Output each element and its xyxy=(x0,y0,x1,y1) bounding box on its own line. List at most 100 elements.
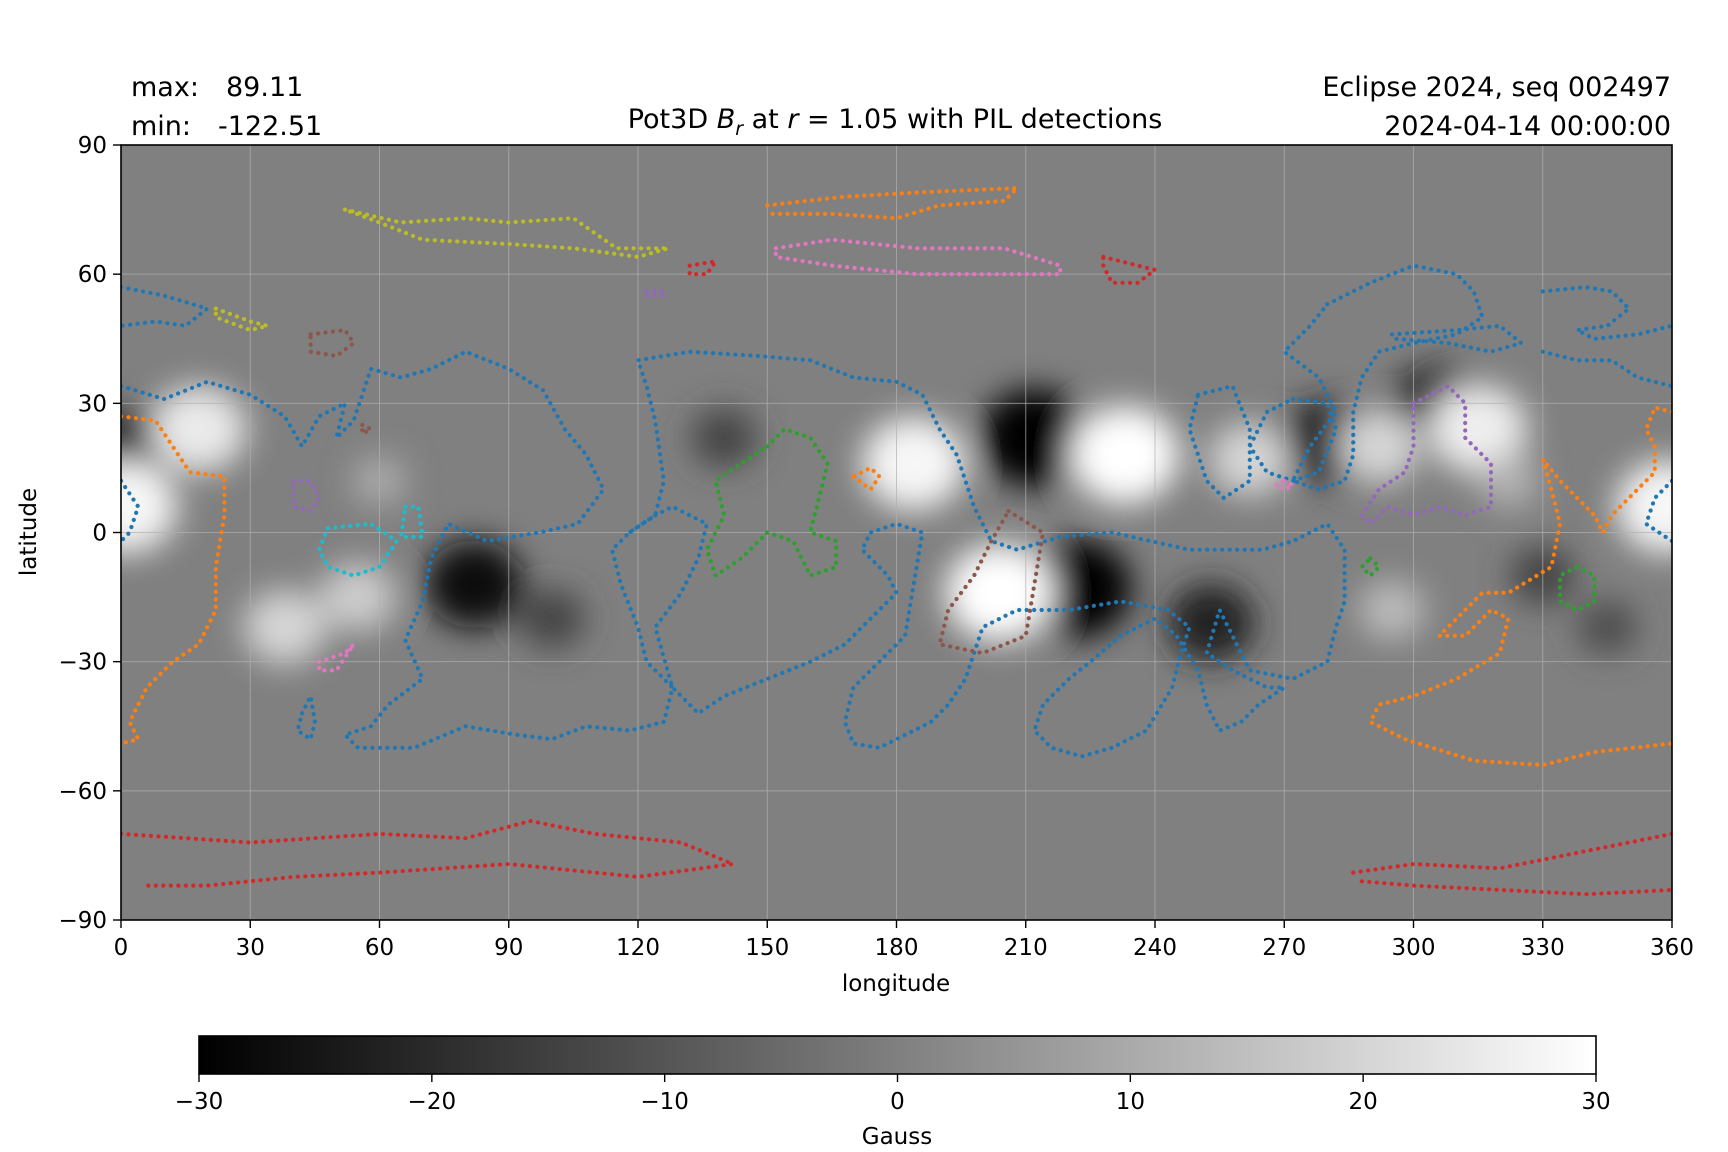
pil-series-13 xyxy=(851,465,882,492)
colorbar-tick-label-1: −20 xyxy=(408,1089,457,1115)
field-feature-15 xyxy=(1167,583,1255,663)
field-feature-4 xyxy=(861,416,966,511)
colorbar-tick-label-5: 20 xyxy=(1349,1089,1378,1115)
pil-series-24 xyxy=(360,422,373,436)
x-tick-label-0: 0 xyxy=(114,935,129,961)
x-tick-label-7: 210 xyxy=(1004,935,1048,961)
y-tick-label-1: −60 xyxy=(58,779,107,805)
pil-series-1 xyxy=(121,349,1347,759)
min-label: min: xyxy=(131,111,191,142)
timestamp-label: 2024-04-14 00:00:00 xyxy=(1384,111,1671,142)
pil-series-33 xyxy=(213,306,270,333)
pil-series-5 xyxy=(1389,323,1524,354)
pil-series-4 xyxy=(1282,263,1485,492)
field-feature-16 xyxy=(243,590,326,665)
pil-series-34 xyxy=(317,521,399,578)
pil-series-29 xyxy=(291,478,322,514)
x-tick-label-6: 180 xyxy=(875,935,919,961)
pil-series-9 xyxy=(121,478,141,544)
y-tick-label-6: 90 xyxy=(78,133,107,159)
field-feature-9 xyxy=(1615,460,1672,554)
pil-series-17 xyxy=(1359,556,1382,578)
y-tick-label-5: 60 xyxy=(78,262,107,288)
pil-series-30 xyxy=(644,289,666,298)
colorbar-tick-label-2: −10 xyxy=(640,1089,689,1115)
title-mid: at xyxy=(743,104,787,135)
field-feature-11 xyxy=(1429,384,1528,474)
pil-series-10 xyxy=(295,694,317,742)
field-feature-17 xyxy=(319,562,397,632)
y-tick-label-3: 0 xyxy=(92,521,107,547)
x-tick-label-11: 330 xyxy=(1521,935,1565,961)
colorbar xyxy=(198,1035,1597,1075)
field-feature-5 xyxy=(425,539,524,629)
x-tick-label-10: 300 xyxy=(1392,935,1436,961)
x-axis-label: longitude xyxy=(842,971,950,997)
field-feature-22 xyxy=(1577,600,1638,655)
x-tick-label-9: 270 xyxy=(1262,935,1306,961)
field-feature-23 xyxy=(1478,453,1539,509)
field-feature-8 xyxy=(121,460,178,554)
min-value: -122.51 xyxy=(218,111,322,142)
x-tick-label-5: 150 xyxy=(745,935,789,961)
colorbar-tick-label-0: −30 xyxy=(175,1089,224,1115)
pil-series-26 xyxy=(773,237,1063,277)
x-tick-label-12: 360 xyxy=(1650,935,1694,961)
pil-series-15 xyxy=(704,427,839,578)
pil-series-6 xyxy=(1540,285,1672,341)
title-symbol: B xyxy=(717,104,736,135)
y-tick-label-2: −30 xyxy=(58,650,107,676)
x-tick-label-2: 60 xyxy=(365,935,394,961)
x-tick-label-4: 120 xyxy=(616,935,660,961)
pil-series-11 xyxy=(121,414,227,746)
pil-series-35 xyxy=(398,504,425,539)
title-post: = 1.05 with PIL detections xyxy=(798,104,1162,135)
field-feature-7 xyxy=(150,386,247,473)
y-tick-label-4: 30 xyxy=(78,391,107,417)
max-value: 89.11 xyxy=(226,72,303,103)
pil-series-14 xyxy=(1368,405,1672,768)
pil-series-12 xyxy=(765,186,1020,221)
field-feature-13 xyxy=(1338,409,1421,484)
colorbar-ticks: −30 −20 −10 0 10 20 30 xyxy=(175,1074,1611,1115)
max-label: max: xyxy=(131,72,199,103)
y-tick-label-0: −90 xyxy=(58,908,107,934)
pil-series-21 xyxy=(687,259,718,277)
eclipse-label: Eclipse 2024, seq 002497 xyxy=(1322,72,1671,103)
title-subscript: r xyxy=(735,118,744,140)
grid-layer xyxy=(121,145,1672,920)
y-axis-label: latitude xyxy=(16,488,42,576)
pil-series-25 xyxy=(937,508,1046,656)
pil-series-28 xyxy=(1273,478,1295,492)
chart-title: Pot3D Br at r = 1.05 with PIL detections xyxy=(628,104,1163,140)
x-axis: 0 30 60 90 120 150 180 210 240 270 300 330 360 xyxy=(114,920,1694,961)
field-feature-1 xyxy=(979,388,1089,487)
x-tick-label-8: 240 xyxy=(1133,935,1177,961)
field-layer xyxy=(121,367,1672,665)
pil-series-20 xyxy=(1359,879,1672,897)
pil-series-layer xyxy=(121,186,1672,897)
pil-series-23 xyxy=(308,328,356,359)
pil-series-3 xyxy=(1247,396,1339,483)
field-feature-2 xyxy=(1070,405,1180,505)
field-feature-21 xyxy=(1359,580,1425,640)
pil-series-22 xyxy=(1101,254,1158,285)
colorbar-tick-label-3: 0 xyxy=(890,1089,905,1115)
field-feature-0 xyxy=(1022,539,1132,638)
x-tick-label-1: 30 xyxy=(236,935,265,961)
pil-series-27 xyxy=(317,642,356,673)
colorbar-tick-label-6: 30 xyxy=(1581,1089,1610,1115)
plot-area xyxy=(121,145,1672,920)
pil-series-31 xyxy=(1359,384,1494,526)
colorbar-label: Gauss xyxy=(862,1124,932,1150)
pil-series-18 xyxy=(121,818,735,888)
field-feature-19 xyxy=(691,408,758,468)
colorbar-tick-label-4: 10 xyxy=(1116,1089,1145,1115)
x-tick-label-3: 90 xyxy=(494,935,523,961)
y-axis: −90 −60 −30 0 30 60 90 xyxy=(58,133,121,934)
pil-series-8 xyxy=(1644,478,1672,544)
field-feature-18 xyxy=(518,589,585,649)
title-pre: Pot3D xyxy=(628,104,717,135)
pil-series-19 xyxy=(1351,831,1672,875)
